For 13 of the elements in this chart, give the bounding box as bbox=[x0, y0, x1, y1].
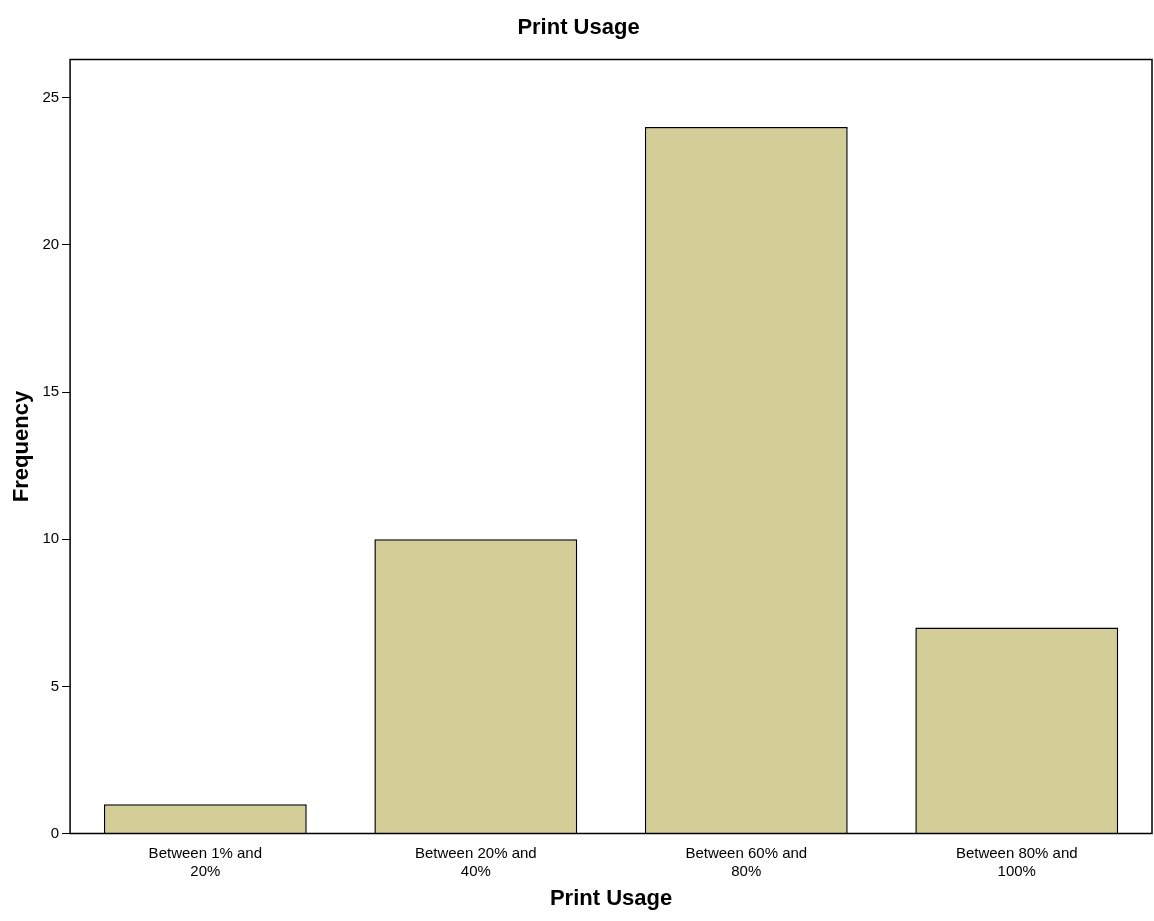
x-tick-label: Between 80% and 100% bbox=[955, 843, 1078, 879]
y-axis-title: Frequency bbox=[8, 390, 34, 503]
x-axis-title: Print Usage bbox=[549, 884, 673, 910]
y-tick-label: 10 bbox=[42, 529, 60, 547]
chart-title: Print Usage bbox=[517, 14, 640, 40]
y-tick-label: 0 bbox=[50, 823, 60, 841]
x-tick-label: Between 20% and 40% bbox=[414, 843, 537, 879]
y-tick-label: 25 bbox=[42, 87, 60, 105]
x-tick-label: Between 1% and 20% bbox=[148, 843, 263, 879]
x-tick-label: Between 60% and 80% bbox=[685, 843, 808, 879]
y-tick-label: 15 bbox=[42, 382, 60, 400]
y-tick-label: 20 bbox=[42, 235, 60, 252]
y-tick-label: 5 bbox=[50, 676, 60, 694]
